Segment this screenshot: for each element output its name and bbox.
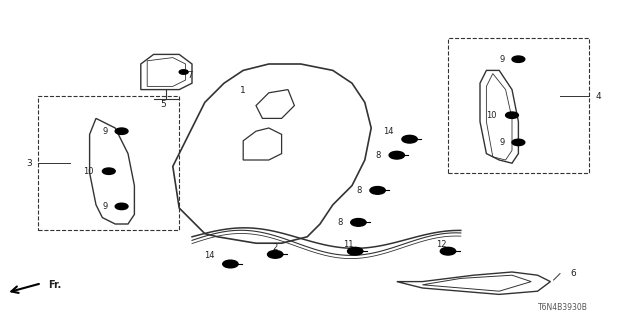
Circle shape	[351, 219, 366, 226]
Text: 5: 5	[161, 100, 166, 108]
Bar	[38, 96, 179, 230]
Bar	[448, 38, 589, 173]
Circle shape	[512, 56, 525, 62]
Text: 12: 12	[436, 240, 447, 249]
Text: 9: 9	[103, 127, 108, 136]
Circle shape	[402, 135, 417, 143]
Circle shape	[102, 168, 115, 174]
Text: 14: 14	[204, 252, 214, 260]
Circle shape	[348, 247, 363, 255]
Circle shape	[115, 128, 128, 134]
Text: 10: 10	[83, 167, 93, 176]
Circle shape	[115, 203, 128, 210]
Circle shape	[512, 139, 525, 146]
Circle shape	[389, 151, 404, 159]
Circle shape	[506, 112, 518, 118]
Text: 11: 11	[344, 240, 354, 249]
Text: 4: 4	[596, 92, 601, 100]
Text: 2: 2	[273, 243, 278, 252]
Text: 3: 3	[26, 159, 31, 168]
Circle shape	[223, 260, 238, 268]
Text: 10: 10	[486, 111, 497, 120]
Text: 9: 9	[500, 55, 505, 64]
Text: T6N4B3930B: T6N4B3930B	[538, 303, 588, 312]
Circle shape	[370, 187, 385, 194]
Text: 8: 8	[356, 186, 362, 195]
Circle shape	[268, 251, 283, 258]
Circle shape	[440, 247, 456, 255]
Text: 9: 9	[500, 138, 505, 147]
Text: 1: 1	[241, 86, 246, 95]
Text: 8: 8	[376, 151, 381, 160]
Circle shape	[179, 70, 188, 74]
Text: 7: 7	[188, 71, 193, 80]
Text: 14: 14	[383, 127, 394, 136]
Text: Fr.: Fr.	[48, 280, 61, 291]
Text: 6: 6	[570, 269, 575, 278]
Text: 8: 8	[337, 218, 342, 227]
Text: 9: 9	[103, 202, 108, 211]
